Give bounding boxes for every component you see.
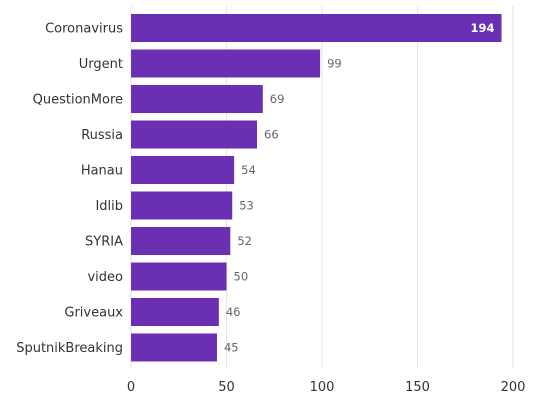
category-label: QuestionMore xyxy=(33,93,123,108)
x-tick-label: 100 xyxy=(310,380,335,395)
category-labels: Coronavirus Urgent QuestionMore Russia Hanau… xyxy=(16,22,123,357)
bar xyxy=(131,156,235,184)
category-label: video xyxy=(87,270,123,285)
x-tick-label: 200 xyxy=(501,380,526,395)
category-label: Idlib xyxy=(95,199,123,214)
bar xyxy=(131,333,217,362)
value-label: 50 xyxy=(234,270,249,284)
category-label: Hanau xyxy=(81,164,123,179)
category-label: Russia xyxy=(81,128,123,143)
bar xyxy=(131,191,233,220)
value-label: 46 xyxy=(226,305,241,319)
value-label: 194 xyxy=(471,21,495,35)
category-label: Coronavirus xyxy=(45,22,123,37)
bar xyxy=(131,14,502,42)
bar xyxy=(131,85,263,113)
category-label: Griveaux xyxy=(64,306,123,321)
category-label: Urgent xyxy=(79,57,123,72)
x-tick-label: 50 xyxy=(218,380,235,395)
category-label: SputnikBreaking xyxy=(16,341,123,356)
value-label: 45 xyxy=(224,341,239,355)
bars xyxy=(131,14,502,362)
value-label: 99 xyxy=(327,57,342,71)
x-axis-tick-labels: 0 50 100 150 200 xyxy=(127,380,526,395)
x-tick-label: 150 xyxy=(405,380,430,395)
bar xyxy=(131,120,258,149)
bar xyxy=(131,227,231,255)
bar xyxy=(131,49,321,78)
value-labels: 194 99 69 66 54 53 52 50 46 45 xyxy=(224,21,495,355)
bar xyxy=(131,262,227,291)
value-label: 66 xyxy=(264,128,279,142)
value-label: 53 xyxy=(239,199,254,213)
category-label: SYRIA xyxy=(85,235,123,250)
value-label: 52 xyxy=(237,234,252,248)
bar xyxy=(131,298,219,326)
value-label: 54 xyxy=(241,163,256,177)
value-label: 69 xyxy=(270,92,285,106)
x-tick-label: 0 xyxy=(127,380,135,395)
